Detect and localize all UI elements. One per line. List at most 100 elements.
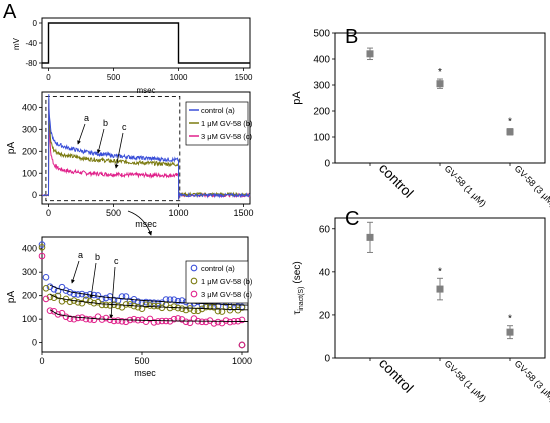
panel-c-ylabel-tau: τ [292,311,303,315]
fits-ytick-label: 300 [22,267,37,277]
panel-c-plot: τinact(S) (sec) 0 20 40 60 control GV-58 (1 μ… [292,217,550,404]
panel-c-marker [506,328,514,336]
protocol-xlabel: msec [136,86,155,95]
fit-point-3 [186,319,194,327]
fit-point-1 [74,291,82,298]
currents-ytick-label: 300 [22,124,37,134]
legend-label-1um: 1 μM GV-58 (b) [201,119,253,128]
fits-xticks: 0 500 1000 [39,352,252,366]
fit-point-3 [82,315,90,323]
panel-b-ylabel: pA [291,91,303,105]
fit-point-1 [166,296,174,304]
panel-c-ytick-label: 20 [319,310,331,321]
fit-point-3 [174,315,182,322]
fit-point-3 [102,314,110,322]
panel-c-ylabel-sub: inact(S) [298,287,305,311]
fit-point-3 [222,317,230,324]
panel-b-ytick-label: 100 [313,133,330,144]
panel-c-category-label: control [376,355,417,396]
legend-marker-1um [190,277,198,285]
panel-c-ytick-label: 40 [319,267,331,278]
fit-point-3 [146,315,154,323]
currents-frame [41,91,251,205]
fit-point-2 [106,302,114,309]
arrow-c [114,132,124,169]
fits-plot: pA msec 0 100 200 300 400 0 500 1000 control (… [6,236,253,378]
fit-point-3 [42,295,50,303]
currents-xtick-label: 1500 [233,208,253,218]
panel-c-marker [436,285,444,293]
protocol-ylabel: mV [12,37,21,50]
panel-b-ytick-label: 400 [313,55,330,66]
fit-point-3 [66,315,74,323]
fit-point-3 [238,316,246,324]
protocol-frame [41,17,251,69]
panel-b-ytick-label: 0 [324,159,330,170]
panel-b-markers: ** [366,47,514,136]
fit-curve-1 [49,284,248,306]
legend-label-3um: 3 μM GV-58 (c) [201,132,253,141]
fit-point-2 [170,303,178,310]
fits-ylabel: pA [6,291,17,304]
fit-point-2 [178,305,186,313]
fit-point-2 [154,302,162,310]
fit-point-2 [146,302,154,309]
protocol-plot: mV msec 0 -40 -80 0 500 1000 1500 [12,17,253,95]
fit-point-2 [134,303,142,311]
panel-c-significance: * [508,314,512,325]
fits-arrow-a [71,260,80,284]
fit-point-2 [210,304,218,311]
panel-c-significance: * [438,266,442,277]
panel-c-marker [366,233,374,241]
fit-point-2 [202,303,210,311]
currents-yticks: 0 100 200 300 400 [22,102,42,200]
fit-point-2 [98,301,106,309]
arrow-b [96,128,105,154]
fit-point-3 [90,316,98,324]
fit-point-1 [110,296,118,304]
fit-point-1 [154,299,162,307]
panel-label-b: B [345,26,358,48]
fits-annotations: a b c [71,250,119,319]
fit-point-2 [46,293,54,301]
fit-point-2 [42,285,50,292]
fits-xtick-label: 500 [134,356,149,366]
fit-point-1 [102,294,110,302]
zoom-curved-arrow [127,210,152,236]
fit-point-1 [178,297,186,304]
fit-point-2 [94,298,102,306]
panel-c-ylabel: τinact(S) (sec) [292,261,305,314]
current-trace-3 [41,102,251,200]
fit-point-3 [190,315,198,322]
fits-ytick-label: 200 [22,291,37,301]
panel-b-ytick-label: 500 [313,29,330,40]
fit-point-3 [114,317,122,324]
current-traces [41,94,251,200]
fits-legend-label-3um: 3 μM GV-58 (c) [201,290,253,299]
fit-point-1 [82,292,90,299]
fit-point-2 [114,302,122,310]
currents-xtick-label: 1000 [168,208,188,218]
panel-c-markers: ** [366,221,514,340]
protocol-xticks: 0 500 1000 1500 [46,68,253,82]
panel-b-ytick-label: 200 [313,107,330,118]
panel-b-category-label: control [376,160,417,201]
currents-ytick-label: 200 [22,146,37,156]
fit-point-2 [38,244,46,251]
fit-point-2 [126,301,134,308]
fit-point-3 [130,315,138,323]
fits-xtick-label: 0 [39,356,44,366]
fit-point-3 [226,318,234,326]
fit-point-2 [102,301,110,309]
fit-point-2 [142,301,150,309]
currents-ytick-label: 100 [22,168,37,178]
fit-point-3 [150,319,158,326]
arrow-a [77,123,86,145]
fit-point-2 [214,307,222,315]
annotation-c: c [122,122,127,132]
fit-point-3 [202,318,210,326]
panel-label-a: A [3,1,17,23]
fit-point-1 [126,297,134,305]
fit-point-3 [118,318,126,325]
